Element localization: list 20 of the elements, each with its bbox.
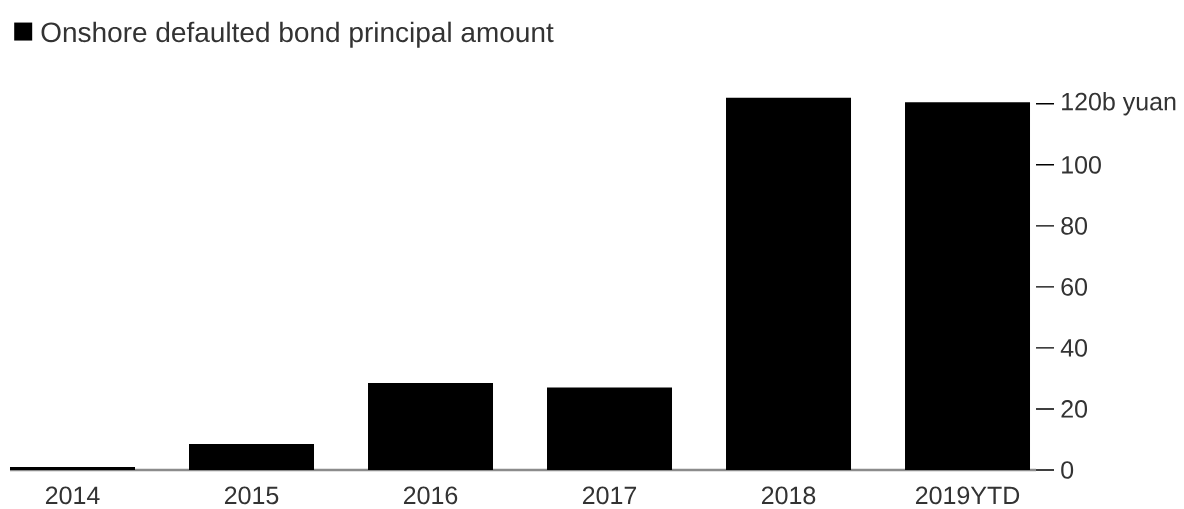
y-tick-label: 0 bbox=[1061, 461, 1074, 479]
x-tick-label: 2017 bbox=[582, 486, 637, 505]
y-tick-label: 100 bbox=[1062, 155, 1101, 174]
bar bbox=[905, 102, 1031, 470]
y-tick-label: 80 bbox=[1061, 216, 1088, 235]
y-tick-label: 20 bbox=[1061, 400, 1088, 418]
x-tick-label: 2018 bbox=[761, 486, 816, 505]
x-tick-label: 2014 bbox=[45, 486, 100, 505]
x-tick-label: 2016 bbox=[403, 486, 458, 505]
x-tick-label: 2019YTD bbox=[915, 486, 1020, 505]
y-tick-label: 40 bbox=[1060, 339, 1088, 357]
bar bbox=[189, 444, 314, 470]
bar bbox=[726, 97, 852, 470]
y-tick-label: 120b yuan bbox=[1062, 92, 1176, 116]
bar bbox=[10, 466, 135, 470]
legend-label: Onshore defaulted bond principal amount bbox=[41, 21, 554, 48]
x-tick-label: 2015 bbox=[224, 486, 279, 505]
bar bbox=[368, 383, 493, 470]
bar bbox=[547, 387, 673, 470]
y-tick-label: 60 bbox=[1061, 278, 1088, 296]
